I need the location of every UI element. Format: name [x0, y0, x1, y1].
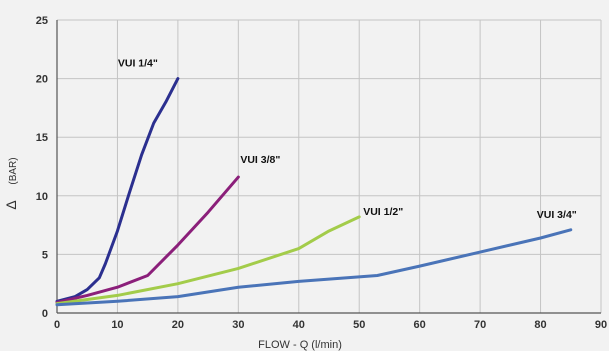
- series-line-2: [55, 215, 361, 306]
- series-labels: VUI 1/4" VUI 3/8" VUI 1/2" VUI 3/4": [118, 58, 577, 221]
- y-axis-title: Δ (BAR): [3, 157, 19, 209]
- series-label-2: VUI 1/2": [363, 206, 403, 218]
- x-tick-label: 90: [595, 319, 607, 331]
- y-tick-label: 15: [36, 132, 48, 144]
- y-tick-label: 25: [36, 15, 48, 27]
- series-label-1: VUI 3/8": [240, 154, 280, 166]
- tick-labels: 0 10 20 30 40 50 60 70 80 90 0 5 10 15 20 25: [36, 15, 607, 331]
- x-tick-label: 0: [54, 319, 60, 331]
- x-tick-label: 70: [474, 319, 486, 331]
- x-tick-label: 30: [232, 319, 244, 331]
- series-line-1: [55, 175, 240, 304]
- x-tick-label: 20: [172, 319, 184, 331]
- series-lines: [55, 77, 573, 307]
- series-label-3: VUI 3/4": [537, 209, 577, 221]
- x-tick-label: 80: [534, 319, 546, 331]
- y-tick-label: 0: [42, 308, 48, 320]
- y-tick-label: 20: [36, 74, 48, 86]
- y-axis-symbol: Δ: [3, 200, 19, 209]
- x-axis-title: FLOW - Q (l/min): [258, 339, 342, 351]
- y-axis-unit: (BAR): [8, 157, 19, 184]
- x-tick-label: 60: [414, 319, 426, 331]
- y-tick-label: 10: [36, 191, 48, 203]
- x-tick-label: 40: [293, 319, 305, 331]
- series-line-0: [55, 77, 180, 303]
- y-tick-label: 5: [42, 249, 48, 261]
- series-line-3: [55, 228, 573, 307]
- axes: [56, 20, 601, 314]
- x-tick-label: 10: [111, 319, 123, 331]
- series-label-0: VUI 1/4": [118, 58, 158, 70]
- x-tick-label: 50: [353, 319, 365, 331]
